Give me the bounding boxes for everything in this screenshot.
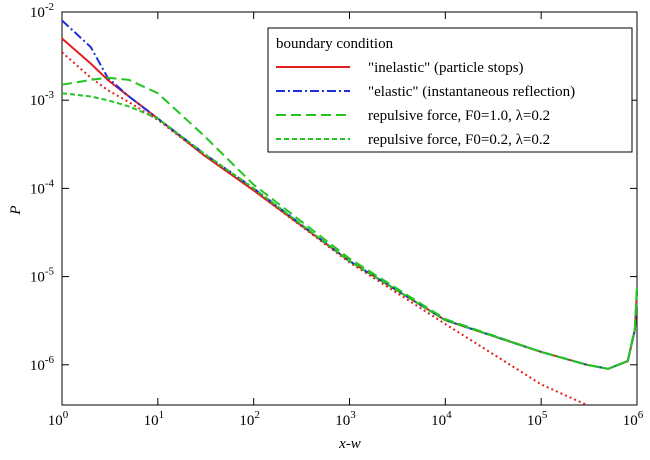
x-tick-label-exponent: 2 [254,409,260,421]
y-tick-label: 10-2 [30,1,54,21]
x-tick-label: 100 [48,409,69,429]
legend-label: repulsive force, F0=0.2, λ=0.2 [368,132,550,148]
y-tick-label-exponent: -6 [45,354,55,366]
x-tick-label: 106 [623,409,644,429]
x-tick-label-exponent: 3 [350,409,356,421]
x-tick-label-base: 10 [144,413,159,429]
legend-title: boundary condition [276,36,394,52]
y-tick-label: 10-5 [30,266,55,286]
x-tick-label: 105 [527,409,548,429]
y-tick-label-exponent: -4 [45,177,55,189]
y-tick-label-exponent: -5 [45,266,55,278]
x-tick-label-base: 10 [48,413,63,429]
y-tick-label-base: 10 [30,5,45,21]
x-tick-label: 101 [144,409,165,429]
y-axis-label: P [8,205,24,215]
x-tick-label-base: 10 [239,413,254,429]
x-tick-label: 103 [335,409,356,429]
y-tick-label-exponent: -3 [45,89,55,101]
legend-label: "inelastic" (particle stops) [368,60,524,76]
legend-label: "elastic" (instantaneous reflection) [368,84,575,100]
y-tick-label: 10-4 [30,177,55,197]
x-tick-label-base: 10 [431,413,446,429]
x-tick-label: 104 [431,409,452,429]
x-tick-label: 102 [239,409,260,429]
x-tick-label-base: 10 [335,413,350,429]
series-line [61,92,638,370]
y-tick-label-base: 10 [30,270,45,286]
x-tick-label-base: 10 [623,413,638,429]
x-tick-label-exponent: 1 [159,409,165,421]
y-tick-label-base: 10 [30,181,45,197]
y-tick-label: 10-6 [30,354,55,374]
x-tick-label-exponent: 5 [542,409,548,421]
legend-label: repulsive force, F0=1.0, λ=0.2 [368,108,550,124]
y-tick-label-exponent: -2 [45,1,54,13]
x-tick-label-exponent: 6 [638,409,644,421]
y-tick-label-base: 10 [30,93,45,109]
x-tick-label-exponent: 0 [63,409,69,421]
x-tick-label-exponent: 4 [446,409,452,421]
x-tick-label-base: 10 [527,413,542,429]
x-axis-label: x-w [338,436,361,452]
y-tick-label-base: 10 [30,358,45,374]
y-tick-label: 10-3 [30,89,55,109]
